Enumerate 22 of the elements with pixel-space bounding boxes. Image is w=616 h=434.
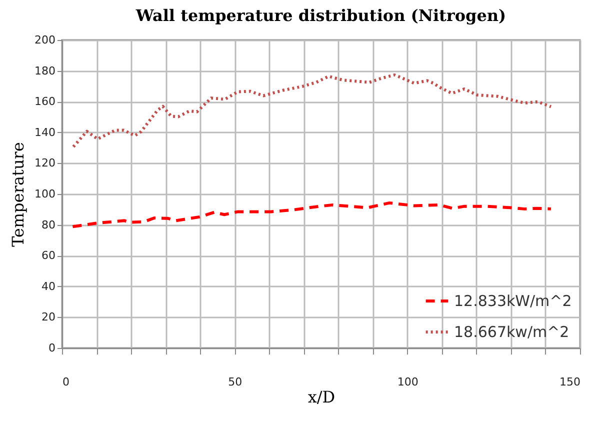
x-tick-label: 0 <box>62 376 70 388</box>
legend-label: 18.667kw/m^2 <box>454 323 570 341</box>
x-tick-label: 100 <box>397 376 418 388</box>
y-tick-label: 100 <box>34 188 56 200</box>
y-tick-label: 200 <box>34 34 56 46</box>
y-tick-label: 0 <box>48 342 56 354</box>
y-tick-label: 160 <box>34 95 56 108</box>
y-tick-label: 80 <box>42 218 56 232</box>
y-axis-title: Temperature <box>8 142 28 247</box>
y-tick-label: 60 <box>42 249 56 262</box>
y-tick-label: 140 <box>34 126 56 139</box>
y-tick-label: 40 <box>42 280 56 293</box>
legend-label: 12.833kW/m^2 <box>454 292 572 310</box>
y-tick-label: 20 <box>42 310 56 324</box>
x-axis-title: x/D <box>308 388 336 406</box>
line-series <box>72 73 552 148</box>
x-tick-label: 50 <box>228 376 242 388</box>
y-tick-label: 180 <box>34 64 56 78</box>
chart-title: Wall temperature distribution (Nitrogen) <box>134 6 506 25</box>
line-series <box>71 201 552 228</box>
y-tick-label: 120 <box>34 156 56 170</box>
x-tick-label: 150 <box>560 376 580 388</box>
